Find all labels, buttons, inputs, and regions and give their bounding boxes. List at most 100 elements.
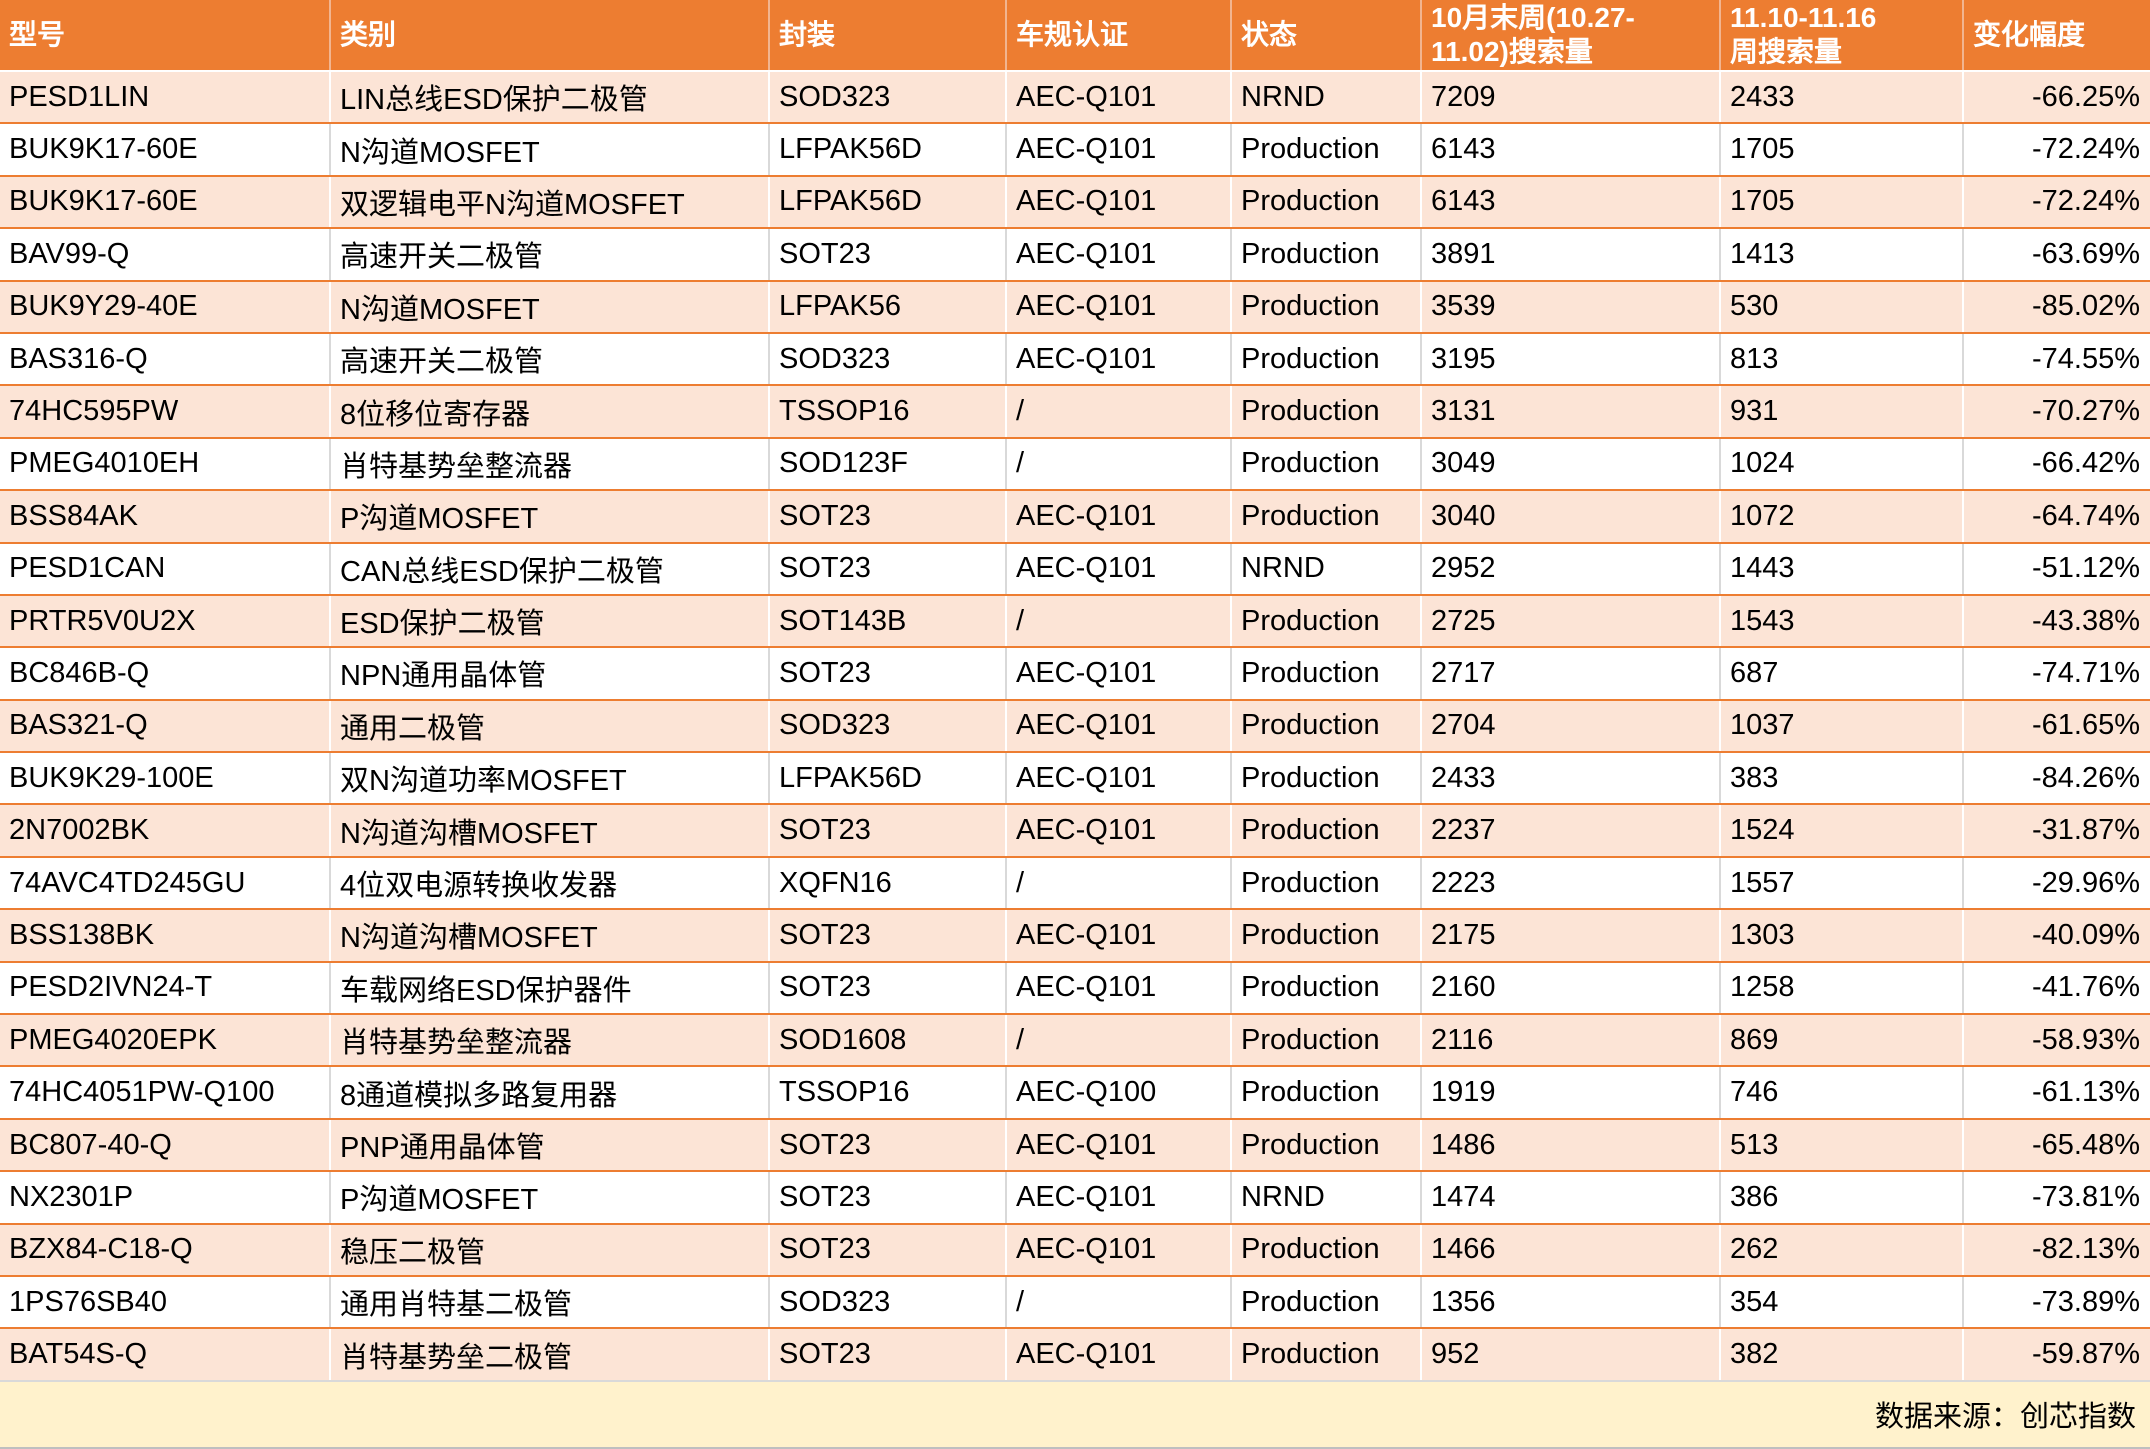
cell-w1: 1466 <box>1421 1223 1721 1277</box>
cell-cert: AEC-Q101 <box>1006 1328 1232 1382</box>
cell-w2: 1543 <box>1720 594 1964 649</box>
cell-model: BC846B-Q <box>0 647 331 701</box>
table-row: BC807-40-Q PNP通用晶体管 SOT23 AEC-Q101 Productio… <box>0 1118 2150 1173</box>
cell-change: -66.42% <box>1963 437 2150 492</box>
cell-status: Production <box>1231 1275 1422 1330</box>
cell-model: BAT54S-Q <box>0 1328 331 1382</box>
cell-package: SOD123F <box>769 437 1007 492</box>
col-header-cert: 车规认证 <box>1006 0 1232 72</box>
cell-package: SOT23 <box>769 647 1007 701</box>
cell-cert: AEC-Q101 <box>1006 490 1232 544</box>
cell-cert: AEC-Q101 <box>1006 752 1232 806</box>
cell-package: XQFN16 <box>769 856 1007 911</box>
cell-model: BUK9K17-60E <box>0 175 331 230</box>
cell-model: PESD1CAN <box>0 542 331 596</box>
table-row: BUK9K17-60E N沟道MOSFET LFPAK56D AEC-Q101 Prod… <box>0 123 2150 177</box>
cell-change: -41.76% <box>1963 961 2150 1016</box>
table-row: 74HC4051PW-Q100 8通道模拟多路复用器 TSSOP16 AEC-Q100… <box>0 1066 2150 1120</box>
cell-model: PESD1LIN <box>0 71 331 125</box>
cell-cert: / <box>1006 385 1232 439</box>
cell-model: PESD2IVN24-T <box>0 961 331 1016</box>
cell-w2: 746 <box>1720 1066 1964 1120</box>
cell-package: LFPAK56D <box>769 175 1007 230</box>
cell-cert: AEC-Q101 <box>1006 175 1232 230</box>
table-row: BUK9K17-60E 双逻辑电平N沟道MOSFET LFPAK56D AEC-Q10… <box>0 175 2150 230</box>
cell-category: 8通道模拟多路复用器 <box>330 1066 770 1120</box>
table-row: 1PS76SB40 通用肖特基二极管 SOD323/Production 1356 35… <box>0 1275 2150 1330</box>
cell-change: -85.02% <box>1963 280 2150 334</box>
cell-model: BSS84AK <box>0 490 331 544</box>
cell-category: N沟道沟槽MOSFET <box>330 909 770 963</box>
cell-model: BUK9K17-60E <box>0 123 331 177</box>
cell-w2: 1705 <box>1720 175 1964 230</box>
table-row: BUK9K29-100E 双N沟道功率MOSFET LFPAK56D AEC-Q101… <box>0 752 2150 806</box>
cell-change: -31.87% <box>1963 804 2150 858</box>
cell-w1: 2704 <box>1421 699 1721 754</box>
cell-category: PNP通用晶体管 <box>330 1118 770 1173</box>
cell-package: SOT23 <box>769 804 1007 858</box>
cell-category: P沟道MOSFET <box>330 1171 770 1225</box>
cell-category: LIN总线ESD保护二极管 <box>330 71 770 125</box>
table-row: BC846B-Q NPN通用晶体管 SOT23 AEC-Q101 Production 2… <box>0 647 2150 701</box>
cell-w2: 931 <box>1720 385 1964 439</box>
cell-model: PMEG4020EPK <box>0 1014 331 1068</box>
table-row: BAS321-Q 通用二极管 SOD323 AEC-Q101 Production 270… <box>0 699 2150 754</box>
cell-w1: 1356 <box>1421 1275 1721 1330</box>
cell-package: SOD323 <box>769 1275 1007 1330</box>
cell-w2: 813 <box>1720 332 1964 387</box>
cell-category: 肖特基势垒二极管 <box>330 1328 770 1382</box>
table-row: PESD1CAN CAN总线ESD保护二极管 SOT23 AEC-Q101 NRND 29… <box>0 542 2150 596</box>
cell-cert: AEC-Q101 <box>1006 123 1232 177</box>
cell-category: 高速开关二极管 <box>330 332 770 387</box>
cell-status: Production <box>1231 856 1422 911</box>
table-row: PMEG4020EPK 肖特基势垒整流器 SOD1608/Production 211… <box>0 1014 2150 1068</box>
cell-cert: / <box>1006 1275 1232 1330</box>
cell-w1: 3195 <box>1421 332 1721 387</box>
cell-cert: AEC-Q101 <box>1006 71 1232 125</box>
cell-package: SOD323 <box>769 332 1007 387</box>
cell-status: Production <box>1231 909 1422 963</box>
table-row: NX2301P P沟道MOSFET SOT23 AEC-Q101 NRND 1474 386… <box>0 1171 2150 1225</box>
cell-category: N沟道MOSFET <box>330 280 770 334</box>
cell-change: -72.24% <box>1963 123 2150 177</box>
cell-cert: AEC-Q101 <box>1006 228 1232 282</box>
cell-package: TSSOP16 <box>769 1066 1007 1120</box>
cell-cert: AEC-Q101 <box>1006 280 1232 334</box>
cell-model: BUK9K29-100E <box>0 752 331 806</box>
cell-status: Production <box>1231 385 1422 439</box>
cell-cert: / <box>1006 856 1232 911</box>
cell-cert: / <box>1006 437 1232 492</box>
col-header-status: 状态 <box>1231 0 1422 72</box>
cell-w2: 262 <box>1720 1223 1964 1277</box>
cell-w1: 3131 <box>1421 385 1721 439</box>
cell-model: 74HC595PW <box>0 385 331 439</box>
cell-package: LFPAK56 <box>769 280 1007 334</box>
cell-w1: 2433 <box>1421 752 1721 806</box>
cell-w2: 1072 <box>1720 490 1964 544</box>
cell-status: Production <box>1231 280 1422 334</box>
cell-category: 4位双电源转换收发器 <box>330 856 770 911</box>
col-header-week2-volume: 11.10-11.16 周搜索量 <box>1720 0 1964 72</box>
cell-status: Production <box>1231 1066 1422 1120</box>
col-header-model: 型号 <box>0 0 331 72</box>
cell-package: TSSOP16 <box>769 385 1007 439</box>
cell-category: 稳压二极管 <box>330 1223 770 1277</box>
cell-package: SOT23 <box>769 228 1007 282</box>
cell-change: -82.13% <box>1963 1223 2150 1277</box>
cell-model: 2N7002BK <box>0 804 331 858</box>
cell-status: Production <box>1231 490 1422 544</box>
cell-package: SOT23 <box>769 909 1007 963</box>
cell-model: BAV99-Q <box>0 228 331 282</box>
cell-package: SOT23 <box>769 490 1007 544</box>
cell-w2: 1024 <box>1720 437 1964 492</box>
cell-category: 通用二极管 <box>330 699 770 754</box>
cell-model: BUK9Y29-40E <box>0 280 331 334</box>
cell-w1: 3891 <box>1421 228 1721 282</box>
cell-change: -29.96% <box>1963 856 2150 911</box>
cell-package: SOD323 <box>769 699 1007 754</box>
cell-package: LFPAK56D <box>769 752 1007 806</box>
cell-package: SOT143B <box>769 594 1007 649</box>
cell-change: -43.38% <box>1963 594 2150 649</box>
cell-w2: 1557 <box>1720 856 1964 911</box>
